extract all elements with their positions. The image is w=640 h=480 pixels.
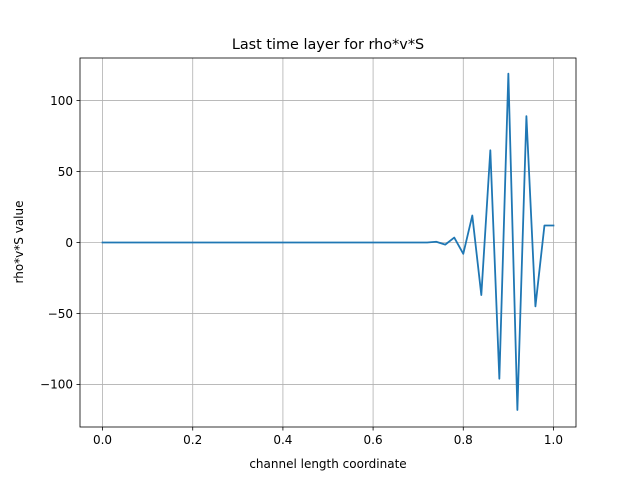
series-line	[101, 72, 555, 411]
series-layer	[101, 72, 555, 411]
y-axis-label: rho*v*S value	[12, 201, 26, 284]
y-tick-label: −100	[40, 378, 73, 392]
y-tick-label: 0	[65, 236, 73, 250]
y-tick-label: −50	[48, 307, 73, 321]
x-tick-label: 0.0	[93, 433, 112, 447]
y-tick-label: 50	[58, 165, 73, 179]
x-tick-label: 1.0	[544, 433, 563, 447]
y-tick-label: 100	[50, 94, 73, 108]
x-tick-label: 0.8	[454, 433, 473, 447]
axis-ticks: 0.0 0.2 0.4 0.6 0.8 1.0 −100 −50 0 50 100	[40, 94, 563, 447]
x-tick-label: 0.2	[183, 433, 202, 447]
x-tick-label: 0.6	[364, 433, 383, 447]
chart-title: Last time layer for rho*v*S	[232, 37, 424, 53]
x-tick-label: 0.4	[273, 433, 292, 447]
x-axis-label: channel length coordinate	[249, 457, 406, 471]
